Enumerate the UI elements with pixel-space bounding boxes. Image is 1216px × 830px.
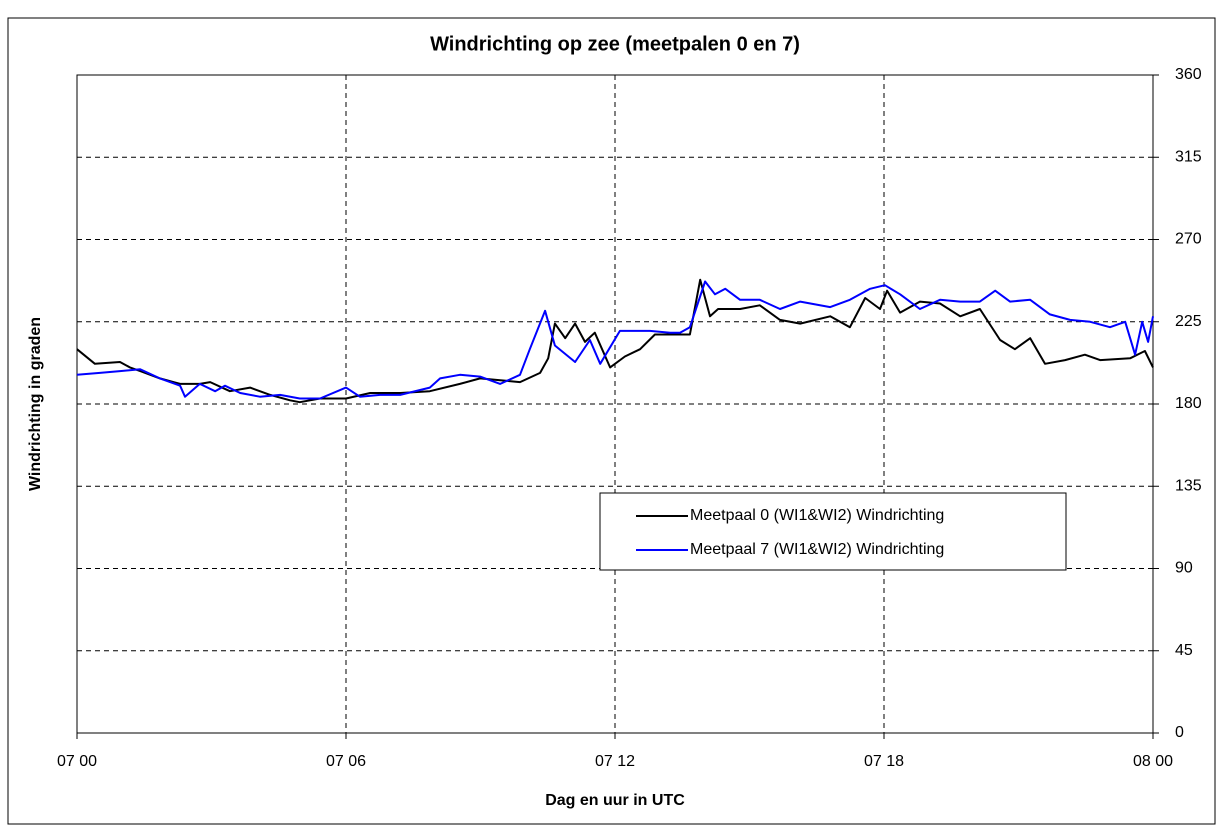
x-tick-label: 07 00 — [57, 753, 97, 770]
series-line — [76, 278, 1154, 404]
y-tick-label: 90 — [1175, 560, 1193, 577]
y-tick-label: 45 — [1175, 642, 1193, 659]
y-tick-label: 360 — [1175, 66, 1202, 83]
y-tick-label: 180 — [1175, 395, 1202, 412]
y-tick-label: 135 — [1175, 477, 1202, 494]
x-tick-label: 07 18 — [864, 753, 904, 770]
x-tick-label: 07 06 — [326, 753, 366, 770]
y-axis-label: Windrichting in graden — [27, 317, 44, 491]
x-tick-label: 08 00 — [1133, 753, 1173, 770]
legend: Meetpaal 0 (WI1&WI2) Windrichting Meetpaa… — [599, 492, 1067, 571]
legend-box — [599, 492, 1067, 571]
legend-label: Meetpaal 7 (WI1&WI2) Windrichting — [690, 541, 944, 558]
legend-label: Meetpaal 0 (WI1&WI2) Windrichting — [690, 507, 944, 524]
chart-frame — [7, 17, 1216, 825]
y-tick-label: 225 — [1175, 313, 1202, 330]
y-tick-label: 315 — [1175, 148, 1202, 165]
y-tick-label: 0 — [1175, 724, 1184, 741]
x-axis-label: Dag en uur in UTC — [545, 792, 685, 809]
chart-title: Windrichting op zee (meetpalen 0 en 7) — [430, 33, 800, 55]
y-tick-label: 270 — [1175, 231, 1202, 248]
plot-border — [76, 74, 1154, 734]
series-line — [76, 280, 1154, 400]
x-tick-label: 07 12 — [595, 753, 635, 770]
